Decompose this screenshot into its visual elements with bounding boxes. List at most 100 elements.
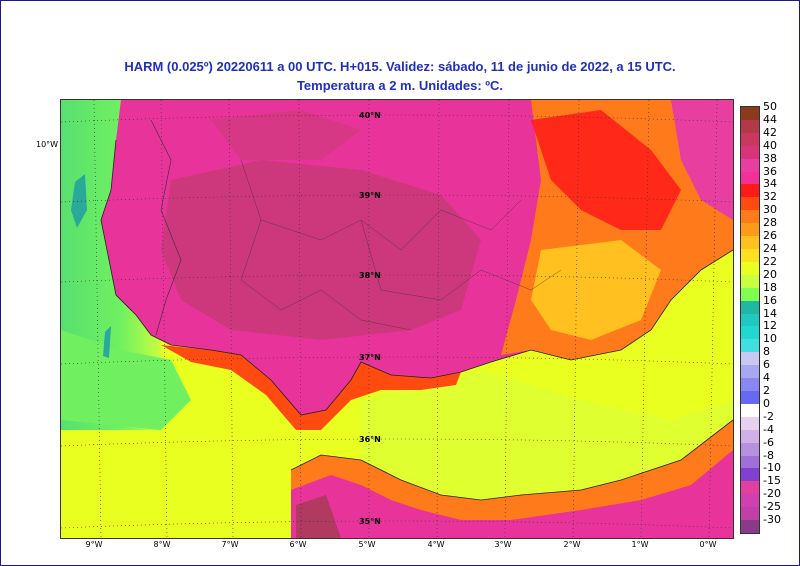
colorbar-swatch [741, 520, 759, 534]
north-hot-zone [211, 110, 361, 160]
lon-label: 3°W [494, 540, 512, 549]
colorbar-label: 6 [763, 358, 770, 372]
lat-label-38: 38°N [359, 271, 381, 280]
colorbar-swatch [741, 107, 759, 121]
colorbar-label: 8 [763, 345, 770, 359]
colorbar-swatch [741, 223, 759, 237]
colorbar-swatch [741, 171, 759, 185]
colorbar-label: 28 [763, 216, 777, 230]
colorbar-swatch [741, 429, 759, 444]
eastern-hot-patch [531, 110, 681, 230]
colorbar-swatch [741, 507, 759, 521]
colorbar-label: 22 [763, 254, 777, 268]
lon-label: 6°W [289, 540, 307, 549]
provincial-borders [240, 159, 562, 331]
colorbar-swatch [741, 119, 759, 134]
lon-label: 9°W [85, 540, 103, 549]
colorbar-swatch [741, 416, 759, 431]
colorbar-label: 2 [763, 384, 770, 397]
colorbar [740, 106, 760, 534]
colorbar-label: 44 [763, 112, 777, 126]
colorbar-label: 50 [763, 100, 777, 113]
colorbar-label: -30 [763, 513, 781, 527]
colorbar-label: 10 [763, 332, 777, 346]
cadiz-gulf-sea [61, 330, 191, 430]
colorbar-label: -15 [763, 474, 781, 488]
colorbar-label: 0 [763, 396, 770, 410]
colorbar-swatch [741, 184, 759, 198]
colorbar-label: -25 [763, 500, 781, 514]
colorbar-label: 12 [763, 319, 777, 333]
lon-label: 4°W [427, 540, 445, 549]
colorbar-swatch [741, 378, 759, 392]
colorbar-swatch [741, 300, 759, 315]
lat-label-outer: 10°W [36, 140, 59, 149]
colorbar-swatch [741, 403, 759, 418]
cool-ocean-patch [71, 174, 87, 228]
lat-label-40: 40°N [359, 111, 381, 120]
colorbar-swatch [741, 249, 759, 263]
temperature-map: 40°N 39°N 38°N 37°N 36°N 35°N [60, 99, 734, 539]
valencia-hot [671, 100, 733, 220]
colorbar-label: -6 [763, 435, 774, 449]
colorbar-swatch [741, 274, 759, 289]
colorbar-swatch [741, 287, 759, 302]
colorbar-label: 32 [763, 190, 777, 204]
lat-label-35: 35°N [359, 517, 381, 526]
lon-label: 1°W [631, 540, 649, 549]
colorbar-label: 36 [763, 164, 777, 178]
graticule [61, 100, 733, 538]
colorbar-label: -10 [763, 461, 781, 475]
colorbar-swatch [741, 339, 759, 353]
colorbar-label: 24 [763, 242, 777, 255]
lat-label-39: 39°N [359, 191, 381, 200]
colorbar-swatch [741, 391, 759, 405]
lat-label-37: 37°N [359, 353, 381, 362]
colorbar-label: 16 [763, 293, 777, 307]
southern-coast-band [161, 345, 461, 430]
colorbar-swatch [741, 145, 759, 160]
colorbar-label: 4 [763, 371, 770, 385]
colorbar-label: 38 [763, 151, 777, 165]
colorbar-swatch [741, 352, 759, 366]
africa-coastline [290, 419, 733, 501]
colorbar-label: -4 [763, 422, 774, 436]
colorbar-swatch [741, 197, 759, 211]
interior-hot-zone [161, 160, 481, 340]
lon-label: 0°W [699, 540, 717, 549]
colorbar-swatch [741, 468, 759, 482]
colorbar-swatch [741, 158, 759, 173]
colorbar-swatch [741, 442, 759, 457]
lon-label: 2°W [563, 540, 581, 549]
colorbar-label: 42 [763, 125, 777, 139]
lat-label-36: 36°N [359, 435, 381, 444]
lon-label: 7°W [221, 540, 239, 549]
colorbar-swatch [741, 313, 759, 327]
colorbar-swatch [741, 210, 759, 224]
portugal-border [150, 119, 182, 336]
colorbar-label: 34 [763, 177, 777, 191]
colorbar-label: 18 [763, 280, 777, 294]
lon-label: 5°W [358, 540, 376, 549]
coastline [100, 139, 733, 416]
map-canvas: 40°N 39°N 38°N 37°N 36°N 35°N [61, 100, 733, 538]
lon-label: 8°W [153, 540, 171, 549]
colorbar-swatch [741, 132, 759, 147]
colorbar-label: -8 [763, 448, 774, 462]
colorbar-swatch [741, 365, 759, 379]
colorbar-label: 26 [763, 229, 777, 243]
colorbar-swatch [741, 261, 759, 276]
cool-ocean-patch-2 [103, 326, 111, 358]
colorbar-swatch [741, 494, 759, 508]
rif-hot [296, 495, 341, 538]
map-subtitle: Temperatura a 2 m. Unidades: ºC. [296, 78, 504, 93]
colorbar-swatch [741, 455, 759, 469]
colorbar-label: 30 [763, 203, 777, 217]
murcia-warm [531, 240, 661, 340]
colorbar-label: 40 [763, 138, 777, 152]
colorbar-swatch [741, 481, 759, 495]
colorbar-label: 14 [763, 306, 777, 320]
colorbar-label: 20 [763, 267, 777, 281]
north-africa-interior [291, 450, 733, 538]
colorbar-swatch [741, 326, 759, 340]
